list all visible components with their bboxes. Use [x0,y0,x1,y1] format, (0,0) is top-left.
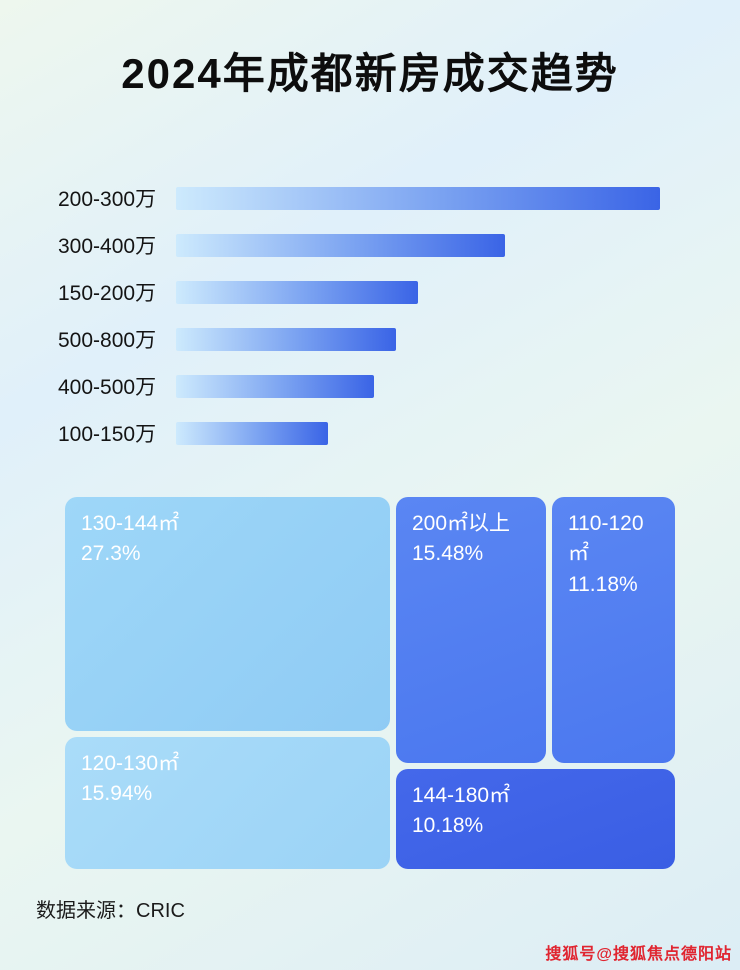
block-percentage: 15.48% [412,542,484,566]
treemap-block-130-144: 130-144㎡ 27.3% [65,497,390,731]
bar [176,186,660,210]
bar-label: 400-500万 [58,376,157,399]
bar-row: 200-300万 [58,186,688,211]
block-label: 110-120㎡ [568,512,644,566]
bar [176,280,418,304]
bar-label: 500-800万 [58,329,157,352]
bar [176,233,506,257]
block-label: 130-144㎡ [81,512,180,535]
block-percentage: 11.18% [568,572,638,596]
watermark: 搜狐号@搜狐焦点德阳站 [545,946,732,963]
block-percentage: 15.94% [81,782,153,806]
block-percentage: 27.3% [81,542,141,566]
treemap-block-200-plus: 200㎡以上 15.48% [396,497,546,763]
price-band-bar-chart: 200-300万 300-400万 150-200万 500-800万 400-… [58,186,688,468]
bar-label: 100-150万 [58,423,157,446]
bar-label: 200-300万 [58,188,157,211]
block-label: 200㎡以上 [412,512,511,535]
bar-track [176,421,660,445]
treemap-block-144-180: 144-180㎡ 10.18% [396,769,675,869]
bar-track [176,186,660,210]
block-label: 144-180㎡ [412,784,511,807]
bar-label: 300-400万 [58,235,157,258]
bar-track [176,233,660,257]
page-title: 2024年成都新房成交趋势 [121,50,619,97]
bar-row: 500-800万 [58,327,688,352]
bar-track [176,327,660,351]
bar-label: 150-200万 [58,282,157,305]
bar-row: 150-200万 [58,280,688,305]
bar-track [176,280,660,304]
bar [176,327,397,351]
bar-row: 300-400万 [58,233,688,258]
bar [176,421,329,445]
block-percentage: 10.18% [412,814,484,838]
block-label: 120-130㎡ [81,752,180,775]
treemap-block-110-120: 110-120㎡ 11.18% [552,497,675,763]
data-source-note: 数据来源：CRIC [36,900,185,922]
bar-track [176,374,660,398]
bar-row: 400-500万 [58,374,688,399]
area-size-treemap: 130-144㎡ 27.3% 120-130㎡ 15.94% 200㎡以上 15… [65,497,675,869]
bar-row: 100-150万 [58,421,688,446]
treemap-block-120-130: 120-130㎡ 15.94% [65,737,390,869]
bar [176,374,375,398]
